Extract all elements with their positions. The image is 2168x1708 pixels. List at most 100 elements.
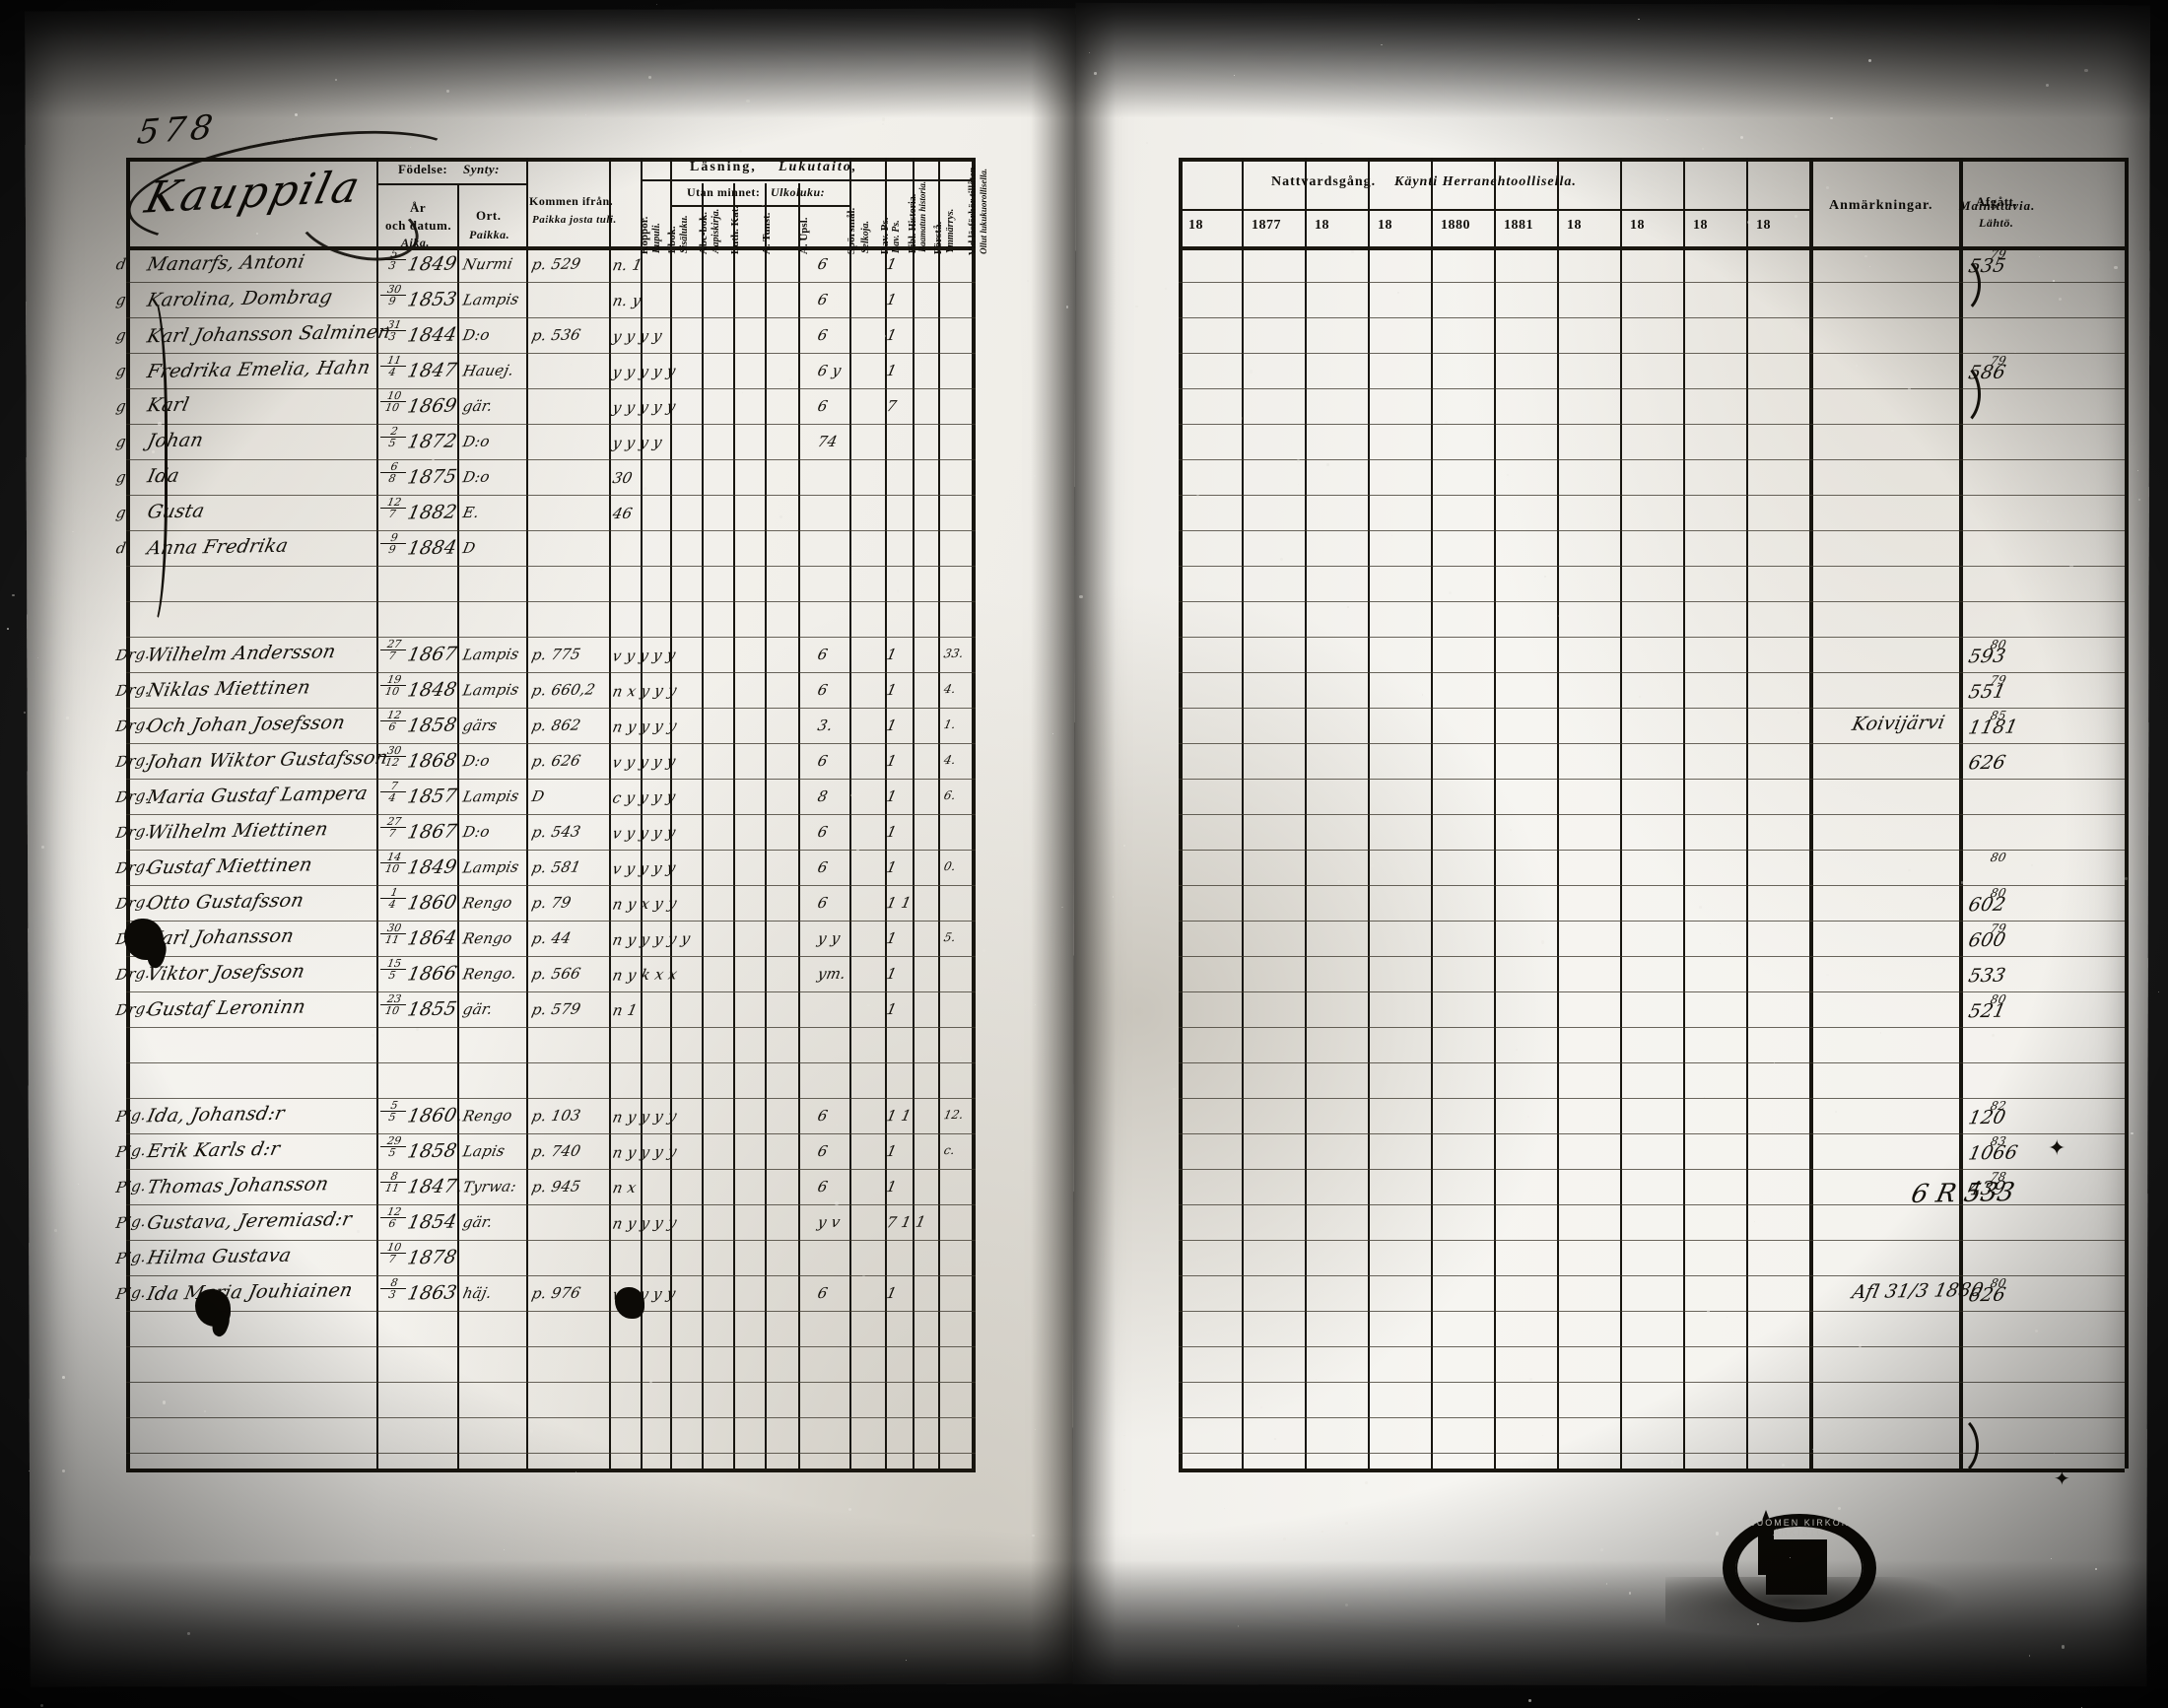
handwritten-cell: n y y y y [610, 1107, 679, 1127]
handwritten-cell: p. 543 [529, 822, 582, 842]
col-div-koppor [641, 158, 643, 1469]
handwritten-cell: 602 [1966, 893, 2008, 917]
row-rule [1179, 1382, 2125, 1383]
handwritten-cell: Tyrwa: [460, 1177, 518, 1196]
row-rule [1179, 1062, 2125, 1063]
header-utan-minnet: Utan minnet: [687, 185, 761, 199]
col-div-sporsmal [849, 158, 851, 1469]
margin-cross-mark: ✦ [2048, 1135, 2066, 1160]
handwritten-cell: g. [114, 325, 133, 345]
row-rule [1179, 1027, 2125, 1028]
handwritten-cell: Hilma Gustava [145, 1244, 294, 1269]
handwritten-cell: 1181 [1966, 716, 2020, 739]
row-rule [126, 353, 976, 354]
right-table-right-border [2125, 158, 2129, 1469]
handwritten-cell: 1855 [405, 997, 459, 1021]
communion-col-divider [1557, 158, 1559, 1469]
header-nattvardsgang: Nattvardsgång. [1271, 174, 1377, 189]
row-rule [1179, 956, 2125, 957]
header-1-bok: 1 bok. [665, 226, 678, 255]
row-rule [126, 388, 976, 389]
handwritten-cell: Anna Fredrika [145, 534, 291, 560]
handwritten-cell: 1848 [405, 678, 459, 702]
margin-brace [132, 296, 168, 627]
communion-col-divider [1494, 158, 1496, 1469]
row-rule [1179, 1275, 2125, 1276]
handwritten-cell: Viktor Josefsson [145, 960, 307, 986]
handwritten-cell: Gustaf Leroninn [145, 995, 308, 1021]
handwritten-cell: gär. [461, 999, 495, 1019]
row-rule [1179, 991, 2125, 992]
col-div-forsta [938, 158, 940, 1469]
row-rule [126, 921, 976, 922]
birth-date-fraction: 27 7 [377, 815, 408, 840]
handwritten-cell: 1066 [1966, 1141, 2020, 1165]
row-rule [126, 495, 976, 496]
handwritten-cell: 600 [1966, 928, 2008, 952]
birth-date-fraction: 11 4 [377, 354, 408, 378]
birth-date-fraction: 12 7 [377, 496, 408, 520]
handwritten-cell: 1858 [405, 1139, 459, 1163]
handwritten-cell: g. [114, 290, 133, 309]
handwritten-cell: y y [816, 928, 843, 948]
handwritten-cell: 1875 [405, 465, 459, 489]
header-ort: Ort. [476, 208, 502, 223]
handwritten-cell: p. 862 [529, 716, 582, 735]
handwritten-cell: Lapis [461, 1141, 508, 1161]
dust-speck [24, 711, 27, 714]
handwritten-cell: Rengo [460, 1106, 514, 1126]
row-rule [126, 991, 976, 992]
col-div-notes [1809, 158, 1813, 1469]
handwritten-cell: gärs [461, 716, 500, 735]
handwritten-cell: 1844 [405, 323, 459, 347]
handwritten-cell: 1853 [405, 288, 459, 311]
handwritten-cell: 80 [1989, 850, 2008, 865]
header-paikka-josta: Paikka josta tuli. [532, 214, 617, 226]
communion-col-divider [1242, 158, 1244, 1469]
header-sisaluku: Sisäluku. [679, 215, 690, 253]
handwritten-cell: n. y [611, 291, 644, 310]
handwritten-cell: Pig. [114, 1282, 148, 1304]
handwritten-cell: g. [114, 432, 133, 451]
row-rule [126, 1417, 976, 1418]
row-rule [1179, 1169, 2125, 1170]
header-dav-ps-fi: Dav. Ps. [891, 220, 902, 253]
row-rule [1179, 282, 2125, 283]
handwritten-cell: D:o [461, 751, 492, 771]
handwritten-cell: 1869 [405, 394, 459, 418]
handwritten-cell: 74 [816, 432, 840, 451]
handwritten-cell: p. 44 [530, 928, 574, 948]
row-rule [1179, 317, 2125, 318]
handwritten-cell: häj. [461, 1283, 494, 1303]
handwritten-cell: 1849 [405, 855, 459, 879]
handwritten-cell: D:o [461, 822, 492, 842]
header-abc-bok: Abc-bok. [697, 212, 710, 255]
row-rule [126, 601, 976, 602]
handwritten-cell: 1 1 [885, 893, 914, 913]
row-rule [126, 1098, 976, 1099]
birth-date-fraction: 14 10 [377, 851, 408, 875]
handwritten-cell: 33. [942, 646, 966, 661]
row-rule [126, 1311, 976, 1312]
handwritten-cell: p. 103 [529, 1106, 582, 1126]
header-anmarkningar: Anmärkningar. [1829, 198, 1933, 213]
handwritten-cell: 1867 [405, 643, 459, 666]
birth-date-fraction: 15 5 [377, 957, 408, 982]
handwritten-cell: Hauej. [460, 361, 516, 380]
table-left-border [126, 158, 130, 1469]
handwritten-cell: Otto Gustafsson [145, 889, 306, 915]
communion-year-label: 18 [1315, 218, 1329, 233]
handwritten-cell: y v [816, 1212, 843, 1232]
handwritten-cell: Pig. [114, 1176, 148, 1197]
departure-mark-boxed: 6 R 533 [1908, 1178, 2018, 1209]
margin-cross-mark-lower: ✦ [2054, 1469, 2070, 1490]
communion-year-label: 1877 [1252, 218, 1281, 233]
birth-date-fraction: 30 12 [377, 744, 408, 769]
right-table-top-rule [1179, 158, 2125, 162]
handwritten-cell: p. 740 [529, 1141, 582, 1161]
handwritten-cell: Maria Gustaf Lampera [145, 782, 371, 809]
handwritten-cell: Lampis [460, 645, 521, 664]
